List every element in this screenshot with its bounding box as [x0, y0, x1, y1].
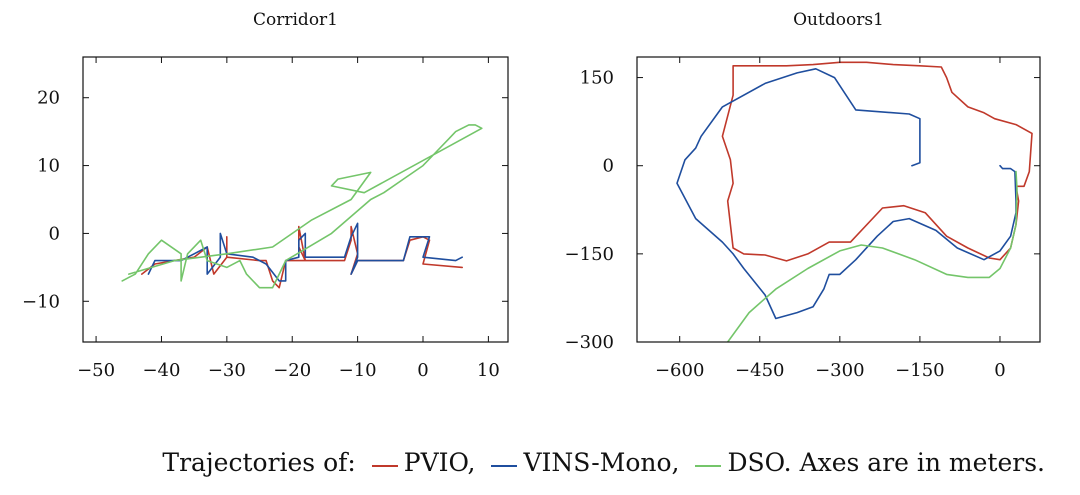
y-tick-label: 0 — [603, 156, 614, 177]
x-tick-label: −450 — [735, 360, 784, 381]
y-tick-label: −150 — [565, 244, 614, 265]
plot-frame — [82, 56, 509, 343]
legend-swatch-vins-mono — [491, 464, 518, 467]
legend-swatch-pvio — [371, 464, 398, 467]
chart-title: Corridor1 — [253, 10, 338, 30]
x-tick-label: −600 — [655, 360, 704, 381]
y-tick-label: −10 — [22, 291, 60, 312]
x-tick-label: 0 — [417, 360, 428, 381]
y-tick-label: 150 — [580, 68, 614, 89]
series-line-dso — [726, 170, 1018, 342]
series-line-vins-mono — [147, 222, 463, 282]
chart-corridor1: Corridor1 −50 −40 −30 −20 −10 0 10 −10 0 10 20 — [22, 10, 509, 381]
x-tick-label: −20 — [273, 360, 311, 381]
series-line-dso — [121, 124, 483, 289]
legend-label-vins-mono: VINS-Mono, — [523, 448, 680, 477]
legend-label-pvio: PVIO, — [403, 448, 476, 477]
y-tick-label: 20 — [37, 88, 60, 109]
y-tick-label: 0 — [49, 223, 60, 244]
plot-frame — [636, 56, 1041, 343]
caption-prefix: Trajectories of: — [162, 448, 356, 477]
y-tick-label: 10 — [37, 156, 60, 177]
x-tick-label: −30 — [208, 360, 246, 381]
chart-outdoors1: Outdoors1 −600 −450 −300 −150 0 −300 −150 0 150 — [565, 10, 1041, 381]
x-tick-label: −300 — [815, 360, 864, 381]
x-tick-label: −40 — [142, 360, 180, 381]
x-tick-label: 10 — [477, 360, 500, 381]
series-line-pvio — [721, 61, 1033, 262]
x-tick-label: −150 — [895, 360, 944, 381]
x-tick-label: −10 — [339, 360, 377, 381]
x-tick-label: 0 — [994, 360, 1005, 381]
caption-suffix: Axes are in meters. — [799, 448, 1045, 477]
series-line-vins-mono — [676, 68, 1017, 320]
legend-caption: Trajectories of: PVIO, VINS-Mono, DSO. A… — [0, 448, 1045, 477]
legend-label-dso: DSO. — [727, 448, 792, 477]
y-tick-label: −300 — [565, 332, 614, 353]
legend-swatch-dso — [695, 464, 722, 467]
chart-title: Outdoors1 — [793, 10, 884, 30]
x-tick-label: −50 — [77, 360, 115, 381]
